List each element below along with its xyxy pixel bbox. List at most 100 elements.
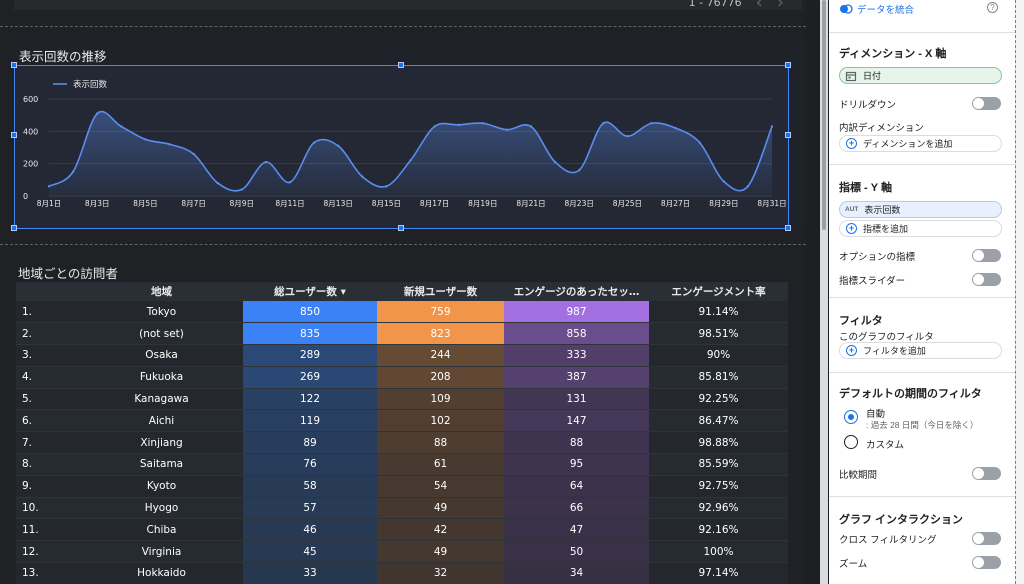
column-header[interactable]: 新規ユーザー数	[377, 282, 504, 301]
table-row[interactable]: 8. Saitama 76 61 95 85.59%	[16, 453, 788, 476]
table-row[interactable]: 13. Hokkaido 33 32 34 97.14%	[16, 562, 788, 584]
value-cell: 119	[243, 409, 377, 433]
table-row[interactable]: 4. Fukuoka 269 208 387 85.81%	[16, 366, 788, 389]
x-tick-label: 8月13日	[324, 199, 353, 208]
table-row[interactable]: 9. Kyoto 58 54 64 92.75%	[16, 475, 788, 498]
data-point	[192, 152, 195, 156]
add-dimension-button[interactable]: + ディメンションを追加	[839, 135, 1002, 152]
pager-range: 1 - 76776	[688, 0, 742, 9]
pager-prev-icon[interactable]: ‹	[755, 0, 763, 13]
table-row[interactable]: 5. Kanagawa 122 109 131 92.25%	[16, 388, 788, 411]
data-point	[385, 185, 388, 188]
value-cell: 92.16%	[649, 518, 788, 542]
table-row[interactable]: 2. (not set) 835 823 858 98.51%	[16, 322, 788, 346]
x-tick-label: 8月5日	[133, 199, 158, 208]
table-header-row: 地域 総ユーザー数 ▾ 新規ユーザー数 エンゲージのあったセッ… エンゲージメント率	[16, 282, 788, 301]
column-header[interactable]: エンゲージのあったセッ…	[504, 282, 649, 301]
help-icon[interactable]: ?	[987, 2, 998, 13]
resize-handle-l[interactable]	[11, 132, 17, 138]
resize-handle-tr[interactable]	[785, 62, 791, 68]
value-cell: 835	[243, 322, 377, 346]
panel-scrollbar[interactable]	[820, 0, 828, 584]
metric-title: 指標 - Y 軸	[839, 182, 892, 194]
data-point	[144, 138, 147, 141]
value-cell: 50	[504, 540, 649, 564]
table-row[interactable]: 11. Chiba 46 42 47 92.16%	[16, 518, 788, 542]
table-row[interactable]: 12. Virginia 45 49 50 100%	[16, 540, 788, 564]
region-cell: (not set)	[80, 322, 243, 346]
dimension-chip-label: 日付	[863, 71, 882, 81]
value-cell: 85.81%	[649, 366, 788, 389]
x-tick-label: 8月7日	[181, 199, 206, 208]
data-point	[361, 175, 364, 178]
cross-filter-label: クロス フィルタリング	[839, 535, 937, 546]
resize-handle-b[interactable]	[398, 225, 404, 231]
metric-chip-impressions[interactable]: AUT 表示回数	[839, 201, 1002, 218]
column-header[interactable]: エンゲージメント率	[649, 282, 788, 301]
value-cell: 147	[504, 409, 649, 433]
resize-handle-t[interactable]	[398, 62, 404, 68]
optional-metrics-toggle[interactable]	[972, 249, 1001, 262]
value-cell: 95	[504, 453, 649, 476]
series-area	[49, 111, 772, 196]
dimension-section: ディメンション - X 軸 日付 ドリルダウン 内訳ディメンション + ディメン…	[829, 32, 1015, 164]
value-cell: 92.96%	[649, 497, 788, 520]
resize-handle-r[interactable]	[785, 132, 791, 138]
data-point	[71, 170, 75, 173]
table-row[interactable]: 3. Osaka 289 244 333 90%	[16, 344, 788, 367]
timeseries-chart-selected[interactable]: 0 200 400 600 8月1日 8月3日 8月5日 8月7日 8月9日 8月11日 8月13日…	[14, 65, 789, 229]
resize-handle-bl[interactable]	[11, 225, 17, 231]
row-index: 13.	[16, 562, 80, 584]
radio-auto[interactable]	[844, 410, 858, 424]
dimension-chip-date[interactable]: 日付	[839, 67, 1002, 84]
x-tick-label: 8月17日	[420, 199, 449, 208]
zoom-label: ズーム	[839, 559, 868, 570]
region-table[interactable]: 地域 総ユーザー数 ▾ 新規ユーザー数 エンゲージのあったセッ… エンゲージメント率 1…	[16, 282, 788, 584]
value-cell: 850	[243, 301, 377, 324]
row-index: 2.	[16, 322, 80, 346]
column-header[interactable]	[16, 282, 80, 301]
data-point	[746, 185, 750, 188]
table-row[interactable]: 6. Aichi 119 102 147 86.47%	[16, 409, 788, 433]
value-cell: 208	[377, 366, 504, 389]
plus-icon: +	[846, 223, 857, 234]
value-cell: 387	[504, 366, 649, 389]
panel-scrollbar-thumb[interactable]	[822, 0, 826, 230]
filter-title: フィルタ	[839, 315, 883, 327]
column-header[interactable]: 地域	[80, 282, 243, 301]
table-row[interactable]: 7. Xinjiang 89 88 88 98.88%	[16, 431, 788, 455]
metric-slider-toggle[interactable]	[972, 273, 1001, 286]
interaction-section: グラフ インタラクション クロス フィルタリング ズーム	[829, 496, 1015, 584]
compare-toggle[interactable]	[972, 467, 1001, 480]
row-index: 5.	[16, 388, 80, 411]
x-tick-label: 8月19日	[468, 199, 497, 208]
y-tick-label: 0	[23, 192, 28, 201]
pager-next-icon[interactable]: ›	[776, 0, 784, 13]
zoom-toggle[interactable]	[972, 556, 1001, 569]
add-filter-button[interactable]: + フィルタを追加	[839, 342, 1002, 359]
aut-badge: AUT	[845, 206, 859, 213]
value-cell: 333	[504, 344, 649, 367]
table-body: 1. Tokyo 850 759 987 91.14% 2. (not set) 835 823 8…	[16, 301, 788, 584]
cross-filter-toggle[interactable]	[972, 532, 1001, 545]
row-index: 11.	[16, 518, 80, 542]
timeseries-chart-panel[interactable]: 表示回数の推移 0 200 400 600 8月1日 8月3日 8月5日 8月7日 8月9日 8月…	[11, 41, 802, 231]
data-point	[578, 168, 581, 172]
column-header[interactable]: 総ユーザー数 ▾	[243, 282, 377, 301]
drilldown-label: ドリルダウン	[839, 100, 897, 111]
x-tick-label: 8月31日	[757, 199, 786, 208]
resize-handle-tl[interactable]	[11, 62, 17, 68]
y-tick-label: 400	[23, 127, 38, 136]
drilldown-toggle[interactable]	[972, 97, 1001, 110]
custom-label: カスタム	[866, 440, 905, 451]
radio-custom[interactable]	[844, 435, 858, 449]
resize-handle-br[interactable]	[785, 225, 791, 231]
table-row[interactable]: 10. Hyogo 57 49 66 92.96%	[16, 497, 788, 520]
add-metric-button[interactable]: + 指標を追加	[839, 220, 1002, 237]
blend-icon	[840, 4, 853, 14]
value-cell: 47	[504, 518, 649, 542]
calendar-icon	[845, 71, 857, 81]
table-row[interactable]: 1. Tokyo 850 759 987 91.14%	[16, 301, 788, 324]
data-point	[529, 125, 533, 128]
blend-data-link[interactable]: データを統合	[839, 2, 914, 16]
